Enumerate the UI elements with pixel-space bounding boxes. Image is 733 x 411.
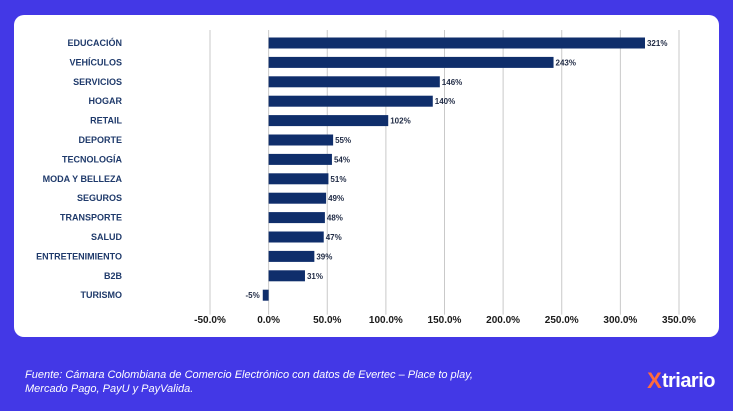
category-label: TECNOLOGÍA [62,154,122,164]
data-label: 49% [328,194,344,203]
brand-name: triario [661,370,716,392]
data-label: 321% [647,39,667,48]
data-label: 243% [556,58,576,67]
category-label: SERVICIOS [73,77,122,87]
bar-chart: -50.0% 0.0% 50.0% 100.0% 150.0% 200.0% 250.0% 3… [36,30,696,326]
bar [262,289,269,301]
data-label: 102% [390,117,410,126]
x-tick-label: 100.0% [369,315,403,326]
category-label: TRANSPORTE [60,213,122,223]
x-tick-label: 300.0% [603,315,637,326]
bar [268,231,324,243]
data-label: 55% [335,136,351,145]
bar [268,270,305,282]
category-label: B2B [104,271,123,281]
x-tick-label: 150.0% [428,315,462,326]
chart-card: -50.0% 0.0% 50.0% 100.0% 150.0% 200.0% 250.0% 3… [14,15,719,337]
bar [268,115,389,127]
data-label: 51% [330,175,346,184]
bar [268,173,329,185]
x-tick-label: 0.0% [257,315,280,326]
category-label: TURISMO [81,290,123,300]
category-label: EDUCACIÓN [67,37,122,48]
category-label: ENTRETENIMIENTO [36,251,122,261]
x-tick-label: -50.0% [194,315,226,326]
data-label: -5% [246,291,260,300]
bar [268,250,315,262]
bar [268,56,554,68]
category-label: VEHÍCULOS [69,57,122,67]
data-label: 48% [327,214,343,223]
bar [268,76,440,88]
category-label: HOGAR [89,96,123,106]
x-logo-icon: X [647,368,662,393]
bar [268,134,334,146]
bar [268,153,332,165]
category-label: DEPORTE [78,135,122,145]
brand-logo: X triario [647,368,715,394]
category-label: SEGUROS [77,193,122,203]
x-tick-label: 250.0% [545,315,579,326]
data-label: 31% [307,272,323,281]
bar [268,212,325,224]
x-tick-label: 200.0% [486,315,520,326]
category-label: SALUD [91,232,122,242]
category-label: MODA Y BELLEZA [43,174,123,184]
data-label: 54% [334,155,350,164]
x-tick-label: 50.0% [313,315,341,326]
source-note: Fuente: Cámara Colombiana de Comercio El… [25,369,473,395]
x-tick-label: 350.0% [662,315,696,326]
bar [268,95,433,107]
data-label: 146% [442,78,462,87]
bar [268,37,645,49]
data-label: 47% [326,233,342,242]
category-label: RETAIL [90,116,122,126]
data-label: 39% [316,252,332,261]
data-label: 140% [435,97,455,106]
bar [268,192,327,204]
